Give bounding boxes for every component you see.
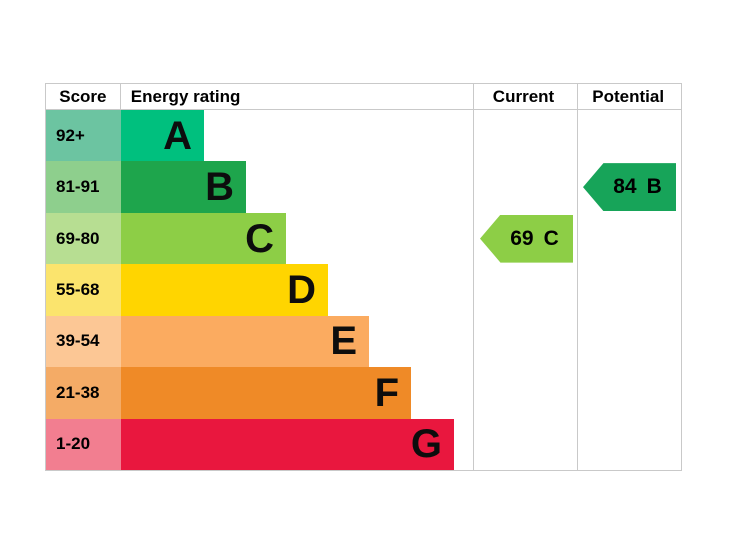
band-letter: C — [245, 216, 274, 261]
score-range-cell: 55-68 — [46, 264, 121, 316]
band-bar: A — [121, 110, 204, 162]
band-rows-container: 92+ A 81-91 B 69-80 C 55-68 D 39-54 E 21… — [46, 110, 681, 470]
band-row: 81-91 B — [46, 161, 681, 213]
band-bar: D — [121, 264, 328, 316]
band-letter: F — [374, 370, 399, 415]
header-current: Current — [492, 86, 555, 106]
potential-rating-letter: B — [646, 175, 662, 199]
current-rating-arrow: 69 C — [480, 214, 573, 263]
score-range-cell: 21-38 — [46, 367, 121, 419]
score-range-cell: 92+ — [46, 110, 121, 162]
potential-rating-arrow: 84 B — [583, 163, 676, 212]
band-letter: B — [205, 165, 234, 210]
epc-table: Score Energy rating Current Potential 92… — [45, 83, 682, 471]
header-energy-rating: Energy rating — [130, 86, 241, 106]
band-bar: B — [121, 161, 246, 213]
score-range-cell: 1-20 — [46, 418, 121, 470]
header-potential: Potential — [592, 86, 665, 106]
band-bar: C — [121, 212, 286, 265]
current-score-value: 69 — [510, 226, 534, 250]
band-letter: E — [330, 319, 357, 364]
score-range-cell: 39-54 — [46, 315, 121, 368]
header-score: Score — [46, 84, 121, 109]
band-row: 69-80 C — [46, 212, 681, 265]
band-bar: G — [121, 418, 454, 470]
band-letter: D — [287, 267, 316, 312]
band-bar: E — [121, 315, 369, 368]
band-row: 21-38 F — [46, 367, 681, 419]
band-row: 92+ A — [46, 110, 681, 162]
table-header-row: Score Energy rating Current Potential — [46, 84, 681, 110]
band-letter: A — [163, 113, 192, 158]
current-column-divider — [473, 84, 474, 470]
band-bar: F — [121, 367, 411, 419]
current-rating-letter: C — [543, 226, 559, 250]
band-row: 55-68 D — [46, 264, 681, 316]
potential-score-value: 84 — [613, 175, 637, 199]
potential-column-divider — [577, 84, 578, 470]
band-row: 1-20 G — [46, 418, 681, 470]
score-range-cell: 69-80 — [46, 212, 121, 265]
score-range-cell: 81-91 — [46, 161, 121, 213]
band-letter: G — [410, 422, 442, 467]
band-row: 39-54 E — [46, 315, 681, 368]
